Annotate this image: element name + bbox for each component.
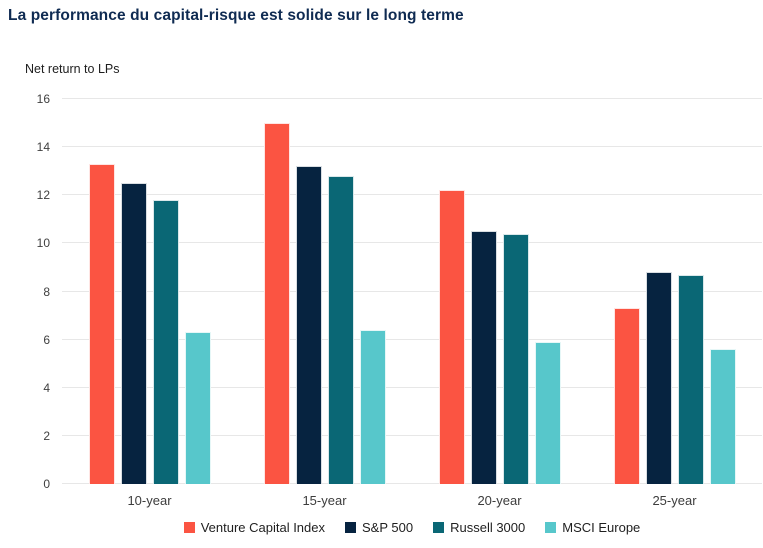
legend-swatch-icon (545, 522, 557, 533)
x-axis-label-20-year: 20-year (477, 493, 522, 508)
gridline-0 (62, 483, 762, 484)
gridline-14 (62, 146, 762, 148)
category-band-25-year (587, 99, 762, 484)
bar-s-p-500-20-year (470, 231, 497, 484)
x-axis-label-10-year: 10-year (127, 493, 172, 508)
gridline-10 (62, 242, 762, 244)
bar-msci-europe-10-year (184, 332, 211, 484)
bar-msci-europe-20-year (534, 342, 561, 484)
category-band-10-year (62, 99, 237, 484)
gridline-2 (62, 434, 762, 436)
legend-item-msci-europe[interactable]: MSCI Europe (545, 520, 640, 535)
legend-item-russell-3000[interactable]: Russell 3000 (433, 520, 525, 535)
gridline-12 (62, 194, 762, 196)
bar-venture-capital-index-20-year (438, 190, 465, 484)
legend-label: Russell 3000 (450, 520, 526, 535)
bar-msci-europe-15-year (359, 330, 386, 484)
gridline-16 (62, 98, 762, 99)
y-tick-label-0: 0 (43, 477, 50, 491)
y-tick-label-14: 14 (36, 140, 50, 155)
y-tick-label-10: 10 (36, 236, 50, 251)
category-band-15-year (237, 99, 412, 484)
bar-russell-3000-10-year (152, 200, 179, 484)
legend-label: MSCI Europe (562, 520, 641, 535)
y-tick-label-8: 8 (43, 284, 50, 299)
chart-subtitle: Net return to LPs (25, 62, 120, 76)
bar-venture-capital-index-25-year (613, 308, 640, 484)
bar-venture-capital-index-15-year (263, 123, 290, 484)
bar-russell-3000-15-year (327, 176, 354, 484)
gridline-6 (62, 338, 762, 340)
bar-msci-europe-25-year (709, 349, 736, 484)
bar-s-p-500-25-year (645, 272, 672, 484)
bar-s-p-500-10-year (120, 183, 147, 484)
y-tick-label-2: 2 (43, 428, 50, 443)
legend-label: S&P 500 (362, 520, 414, 535)
bar-venture-capital-index-10-year (88, 163, 115, 484)
x-axis: 10-year 15-year 20-year 25-year (62, 493, 762, 508)
plot-area (62, 98, 762, 484)
x-axis-label-15-year: 15-year (302, 493, 347, 508)
x-axis-label-25-year: 25-year (652, 493, 697, 508)
legend-swatch-icon (183, 522, 195, 533)
y-tick-label-12: 12 (36, 188, 50, 203)
y-axis: 0 2 4 6 8 10 12 14 16 (0, 92, 50, 491)
plot-bands (62, 99, 762, 484)
legend-swatch-icon (345, 522, 356, 533)
gridlines (62, 98, 762, 484)
bar-s-p-500-15-year (295, 166, 322, 484)
category-band-20-year (412, 99, 587, 484)
y-tick-label-6: 6 (43, 332, 50, 347)
legend-swatch-icon (433, 522, 445, 533)
y-tick-label-16: 16 (36, 92, 50, 106)
legend-item-venture-capital-index[interactable]: Venture Capital Index (183, 520, 325, 535)
bar-russell-3000-20-year (502, 233, 529, 484)
gridline-8 (62, 290, 762, 292)
chart-title: La performance du capital-risque est sol… (8, 7, 464, 24)
y-tick-label-4: 4 (43, 380, 50, 395)
legend-item-s-p-500[interactable]: S&P 500 (345, 520, 413, 535)
gridline-4 (62, 386, 762, 388)
legend-label: Venture Capital Index (200, 520, 325, 535)
legend: Venture Capital Index S&P 500 Russell 3000… (62, 520, 762, 535)
bar-russell-3000-25-year (677, 274, 704, 484)
